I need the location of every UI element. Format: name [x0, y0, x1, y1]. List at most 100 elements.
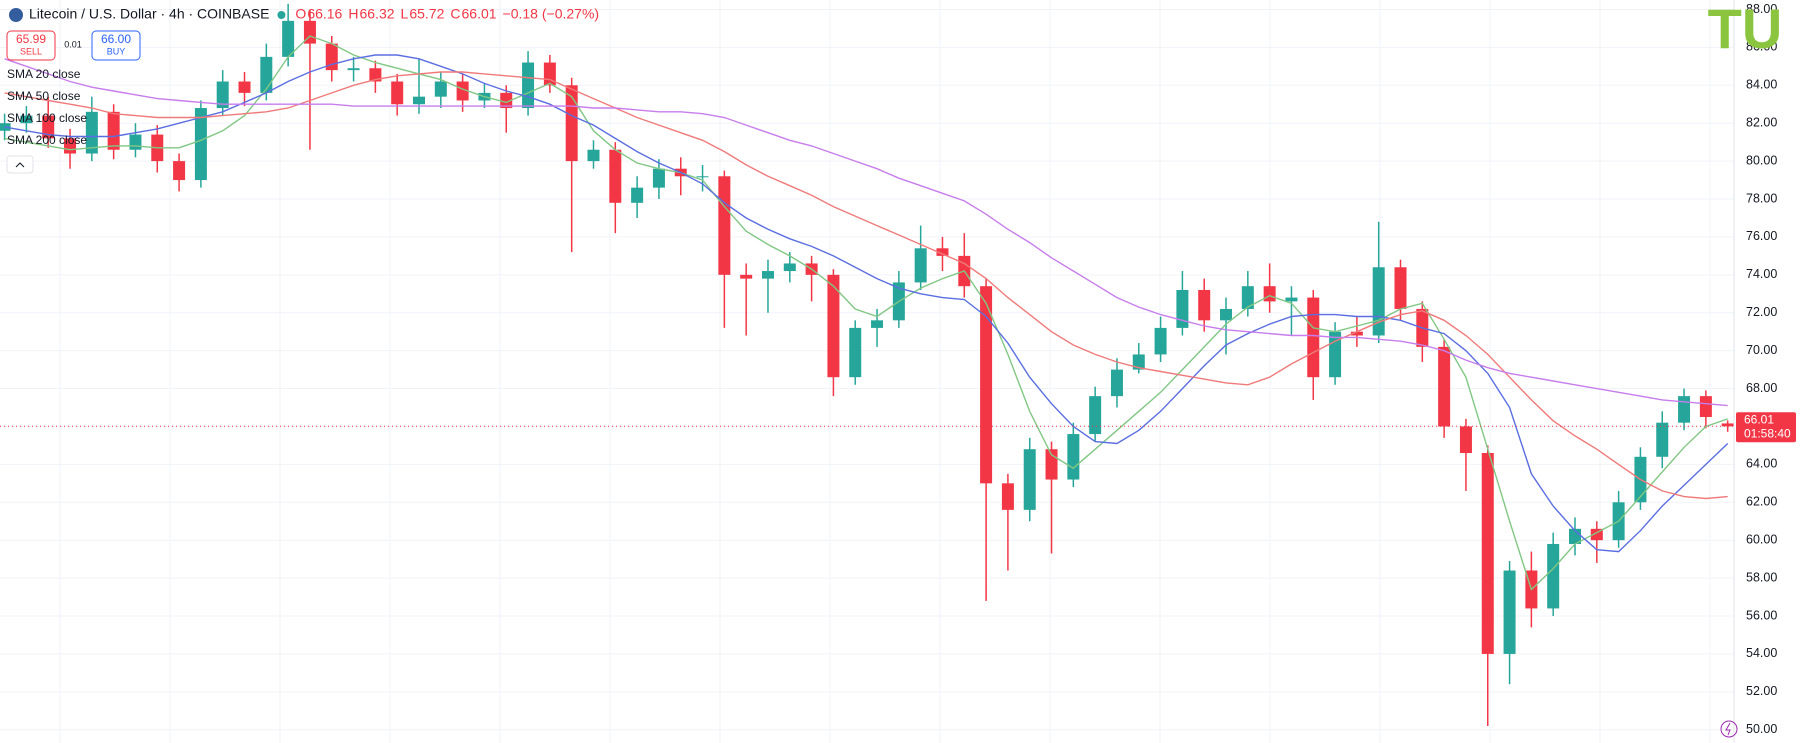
sell-label[interactable]: SELL: [20, 46, 42, 56]
header-text: Litecoin / U.S. Dollar · 4h · COINBASE: [29, 6, 269, 22]
candle-body: [1132, 354, 1145, 370]
candle-body: [1678, 396, 1691, 423]
buy-button[interactable]: [91, 30, 141, 61]
candle-body: [1023, 449, 1036, 510]
candle-body: [260, 56, 273, 93]
candle-body: [827, 274, 840, 378]
grid: [0, 0, 1734, 743]
candle-body: [936, 248, 949, 256]
candle-body: [1154, 327, 1167, 355]
legend-entry: SMA 20 close: [7, 67, 81, 81]
y-tick-label: 52.00: [1746, 684, 1777, 698]
candle-body: [500, 92, 513, 109]
alert-icon[interactable]: [1720, 720, 1738, 738]
header-text: 66.32: [359, 6, 394, 22]
candle-body: [1110, 369, 1123, 397]
candle-body: [1176, 289, 1189, 328]
y-tick-label: 72.00: [1746, 305, 1777, 319]
candle-body: [1329, 331, 1342, 378]
candle-body: [980, 286, 993, 484]
y-tick-label: 80.00: [1746, 153, 1777, 167]
bolt-icon[interactable]: [1725, 722, 1731, 736]
candle-body: [1241, 286, 1254, 309]
last-price-label: 66.01: [1744, 412, 1774, 426]
y-tick-label: 64.00: [1746, 457, 1777, 471]
candle-body: [696, 176, 709, 178]
y-tick-label: 74.00: [1746, 267, 1777, 281]
candle-body: [347, 68, 360, 71]
candle-body: [434, 81, 447, 97]
candle-body: [1459, 426, 1472, 454]
candle-body: [1067, 434, 1080, 480]
y-tick-label: 56.00: [1746, 608, 1777, 622]
y-tick-label: 86.00: [1746, 40, 1777, 54]
header-text: C: [450, 6, 460, 22]
sma-line: [4, 54, 1729, 553]
candle-body: [173, 161, 186, 181]
header-text: 66.16: [307, 6, 342, 22]
buy-price[interactable]: 66.00: [101, 32, 131, 46]
y-tick-label: 82.00: [1746, 115, 1777, 129]
header-text: 66.01: [462, 6, 497, 22]
candle-body: [565, 85, 578, 162]
y-tick-label: 60.00: [1746, 532, 1777, 546]
candle-body: [1089, 396, 1102, 435]
axis-labels: 50.00 52.00 54.00 56.00 58.00 60.00 62.00 64.00…: [1736, 2, 1796, 736]
price-axis: [1734, 0, 1800, 743]
y-tick-label: 68.00: [1746, 381, 1777, 395]
y-tick-label: 70.00: [1746, 343, 1777, 357]
candle-body: [718, 176, 731, 275]
candle-body: [1590, 528, 1603, 541]
collapse-button[interactable]: [6, 155, 34, 174]
candle-body: [194, 108, 207, 181]
market-status-dot: [277, 11, 286, 19]
candle-body: [783, 263, 796, 272]
candle-body: [107, 111, 120, 150]
candle-body: [391, 81, 404, 105]
candle-body: [282, 20, 295, 57]
coin-icon: [9, 8, 23, 22]
candle-body: [1481, 453, 1494, 654]
candle-body: [652, 168, 665, 188]
candle-body: [1656, 422, 1669, 457]
header-text: H: [348, 6, 358, 22]
candle-body: [1547, 543, 1560, 609]
candle-body: [1721, 423, 1734, 427]
y-tick-label: 78.00: [1746, 191, 1777, 205]
plot: [0, 3, 1734, 726]
header-text: 65.72: [409, 6, 444, 22]
candle-body: [456, 81, 469, 101]
legend-entry: SMA 100 close: [7, 111, 87, 125]
candle-body: [1503, 570, 1516, 654]
candle-body: [1220, 308, 1233, 321]
candle-body: [1307, 297, 1320, 378]
sma-line: [4, 71, 1728, 500]
candle-body: [1438, 346, 1451, 427]
y-tick-label: 84.00: [1746, 78, 1777, 92]
sell-price[interactable]: 65.99: [16, 32, 46, 46]
chevron-icon[interactable]: [15, 162, 25, 168]
candle-body: [761, 271, 774, 279]
candle-body: [42, 115, 55, 139]
legend-entry: SMA 50 close: [7, 89, 81, 103]
candle-body: [1372, 267, 1385, 336]
candle-body: [85, 111, 98, 154]
y-tick-label: 76.00: [1746, 229, 1777, 243]
candle-body: [914, 248, 927, 283]
header-text: O: [295, 6, 306, 22]
candle-body: [631, 187, 644, 203]
candle-body: [587, 149, 600, 162]
logo: TU: [1708, 0, 1783, 60]
y-tick-label: 54.00: [1746, 646, 1777, 660]
candle-body: [1001, 483, 1014, 510]
buy-label[interactable]: BUY: [107, 46, 126, 56]
overlay: 65.99 SELL 0.01 66.00 BUY TU SMA 20 clos…: [6, 0, 1783, 738]
candle-body: [871, 320, 884, 328]
header-text: −0.18 (−0.27%): [503, 6, 600, 22]
candle-body: [413, 96, 426, 105]
candle-body: [20, 115, 33, 124]
candle-body: [1394, 267, 1407, 309]
candle-body: [740, 274, 753, 279]
sell-button[interactable]: [6, 30, 56, 61]
